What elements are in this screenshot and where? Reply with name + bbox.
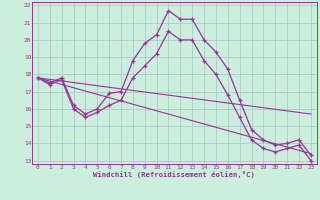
X-axis label: Windchill (Refroidissement éolien,°C): Windchill (Refroidissement éolien,°C)	[93, 171, 255, 178]
